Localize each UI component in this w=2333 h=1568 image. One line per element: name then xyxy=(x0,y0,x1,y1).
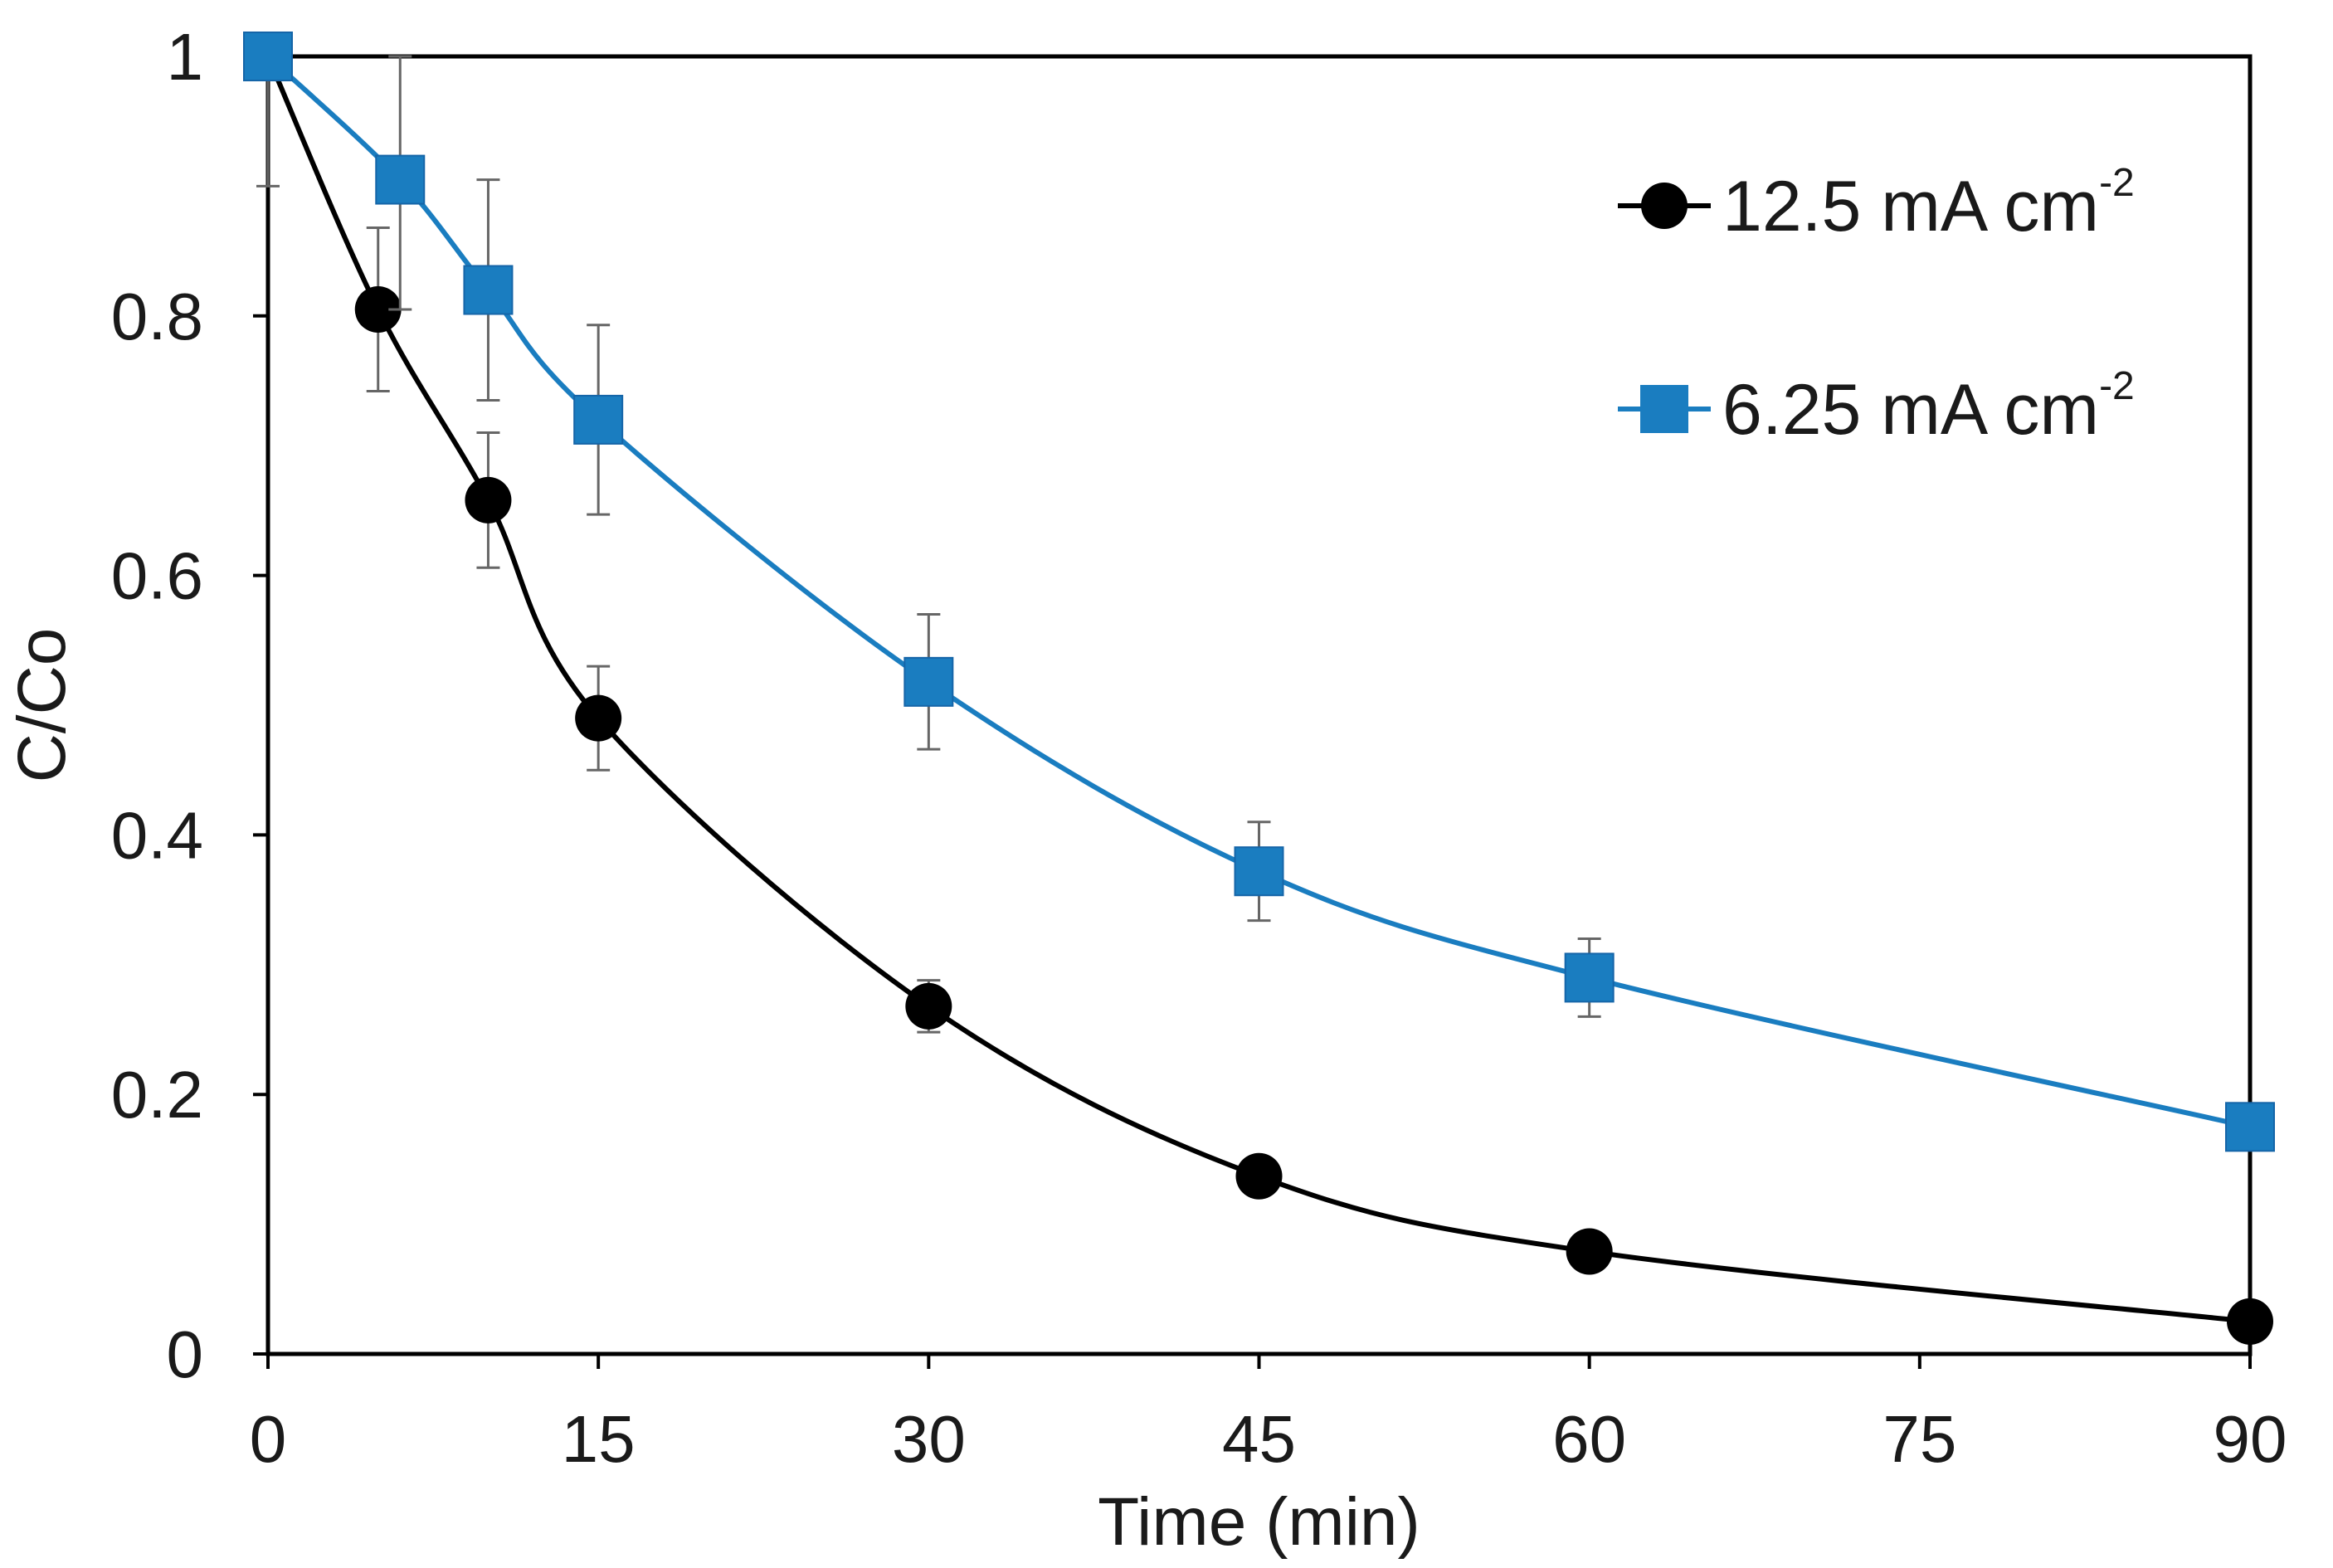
legend-item: 12.5 mA cm-2 xyxy=(1618,161,2135,246)
legend-item: 6.25 mA cm-2 xyxy=(1618,364,2135,450)
data-point xyxy=(463,265,514,315)
x-tick-label: 90 xyxy=(2214,1402,2287,1476)
data-point xyxy=(2227,1298,2273,1345)
data-point xyxy=(575,694,622,742)
legend-marker xyxy=(1641,183,1688,229)
x-tick-label: 0 xyxy=(250,1402,287,1476)
y-tick-label: 0.2 xyxy=(111,1058,203,1132)
y-tick-label: 0 xyxy=(167,1317,204,1391)
y-axis-ticks: 0 0.2 0.4 0.6 0.8 1 xyxy=(111,20,268,1391)
data-point xyxy=(573,394,624,445)
y-tick-label: 0.4 xyxy=(111,798,203,872)
x-axis-ticks: 0 15 30 45 60 75 90 xyxy=(250,1354,2287,1476)
data-point xyxy=(1564,952,1615,1003)
data-point xyxy=(1235,1152,1283,1200)
data-point xyxy=(375,154,426,205)
data-point xyxy=(903,656,954,707)
data-point xyxy=(2225,1102,2275,1152)
legend-label: 12.5 mA cm-2 xyxy=(1722,161,2135,246)
x-tick-label: 30 xyxy=(892,1402,966,1476)
x-tick-label: 45 xyxy=(1222,1402,1296,1476)
x-tick-label: 15 xyxy=(562,1402,636,1476)
y-tick-label: 1 xyxy=(167,20,204,94)
legend-marker xyxy=(1640,385,1688,433)
series-0 xyxy=(245,33,2273,1345)
x-tick-label: 75 xyxy=(1882,1402,1956,1476)
data-point xyxy=(1566,1228,1613,1275)
plot-area: 0 15 30 45 60 75 90 0 0.2 0.4 0.6 0.8 1 xyxy=(111,20,2287,1476)
series-line xyxy=(265,55,2251,1324)
series-1 xyxy=(243,32,2275,1152)
y-axis-title: C/Co xyxy=(4,628,80,783)
y-tick-label: 0.8 xyxy=(111,280,203,353)
legend: 12.5 mA cm-2 6.25 mA cm-2 xyxy=(1618,161,2135,450)
y-tick-label: 0.6 xyxy=(111,539,203,613)
data-point xyxy=(1234,846,1284,897)
series-layer xyxy=(243,32,2275,1345)
x-axis-title: Time (min) xyxy=(1098,1484,1420,1560)
data-point xyxy=(905,982,952,1030)
data-point xyxy=(354,285,402,333)
legend-label: 6.25 mA cm-2 xyxy=(1722,364,2135,450)
x-tick-label: 60 xyxy=(1552,1402,1626,1476)
data-point xyxy=(465,476,512,523)
data-point xyxy=(243,32,293,81)
